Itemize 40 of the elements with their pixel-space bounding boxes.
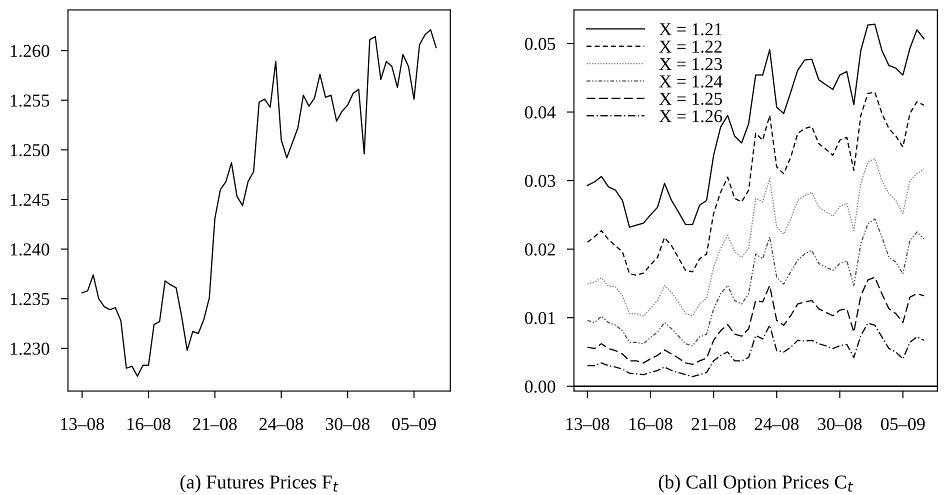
y-tick-label: 1.230 xyxy=(10,342,50,355)
y-tick-label: 1.245 xyxy=(10,194,50,206)
x-tick-label: 13–08 xyxy=(566,418,610,430)
x-tick-label: 30–08 xyxy=(818,418,862,430)
line-series xyxy=(586,92,925,276)
legend-label: X = 1.22 xyxy=(659,40,722,53)
x-tick-label: 30–08 xyxy=(326,418,370,430)
y-tick-label: 0.00 xyxy=(524,380,556,393)
y-tick-label: 1.255 xyxy=(10,94,50,107)
line-series xyxy=(82,29,437,377)
line-series xyxy=(586,158,925,317)
y-tick-label: 0.05 xyxy=(524,38,556,50)
legend-label: X = 1.24 xyxy=(659,75,722,88)
y-tick-label: 0.03 xyxy=(524,174,556,188)
line-series xyxy=(586,218,925,346)
y-tick-label: 1.235 xyxy=(10,293,50,306)
line-series xyxy=(586,24,925,228)
y-tick-label: 1.250 xyxy=(10,144,50,156)
line-series xyxy=(586,322,925,378)
y-tick-label: 0.04 xyxy=(524,106,556,119)
line-series xyxy=(586,276,925,365)
legend-label: X = 1.26 xyxy=(659,110,722,122)
x-tick-label: 24–08 xyxy=(259,418,304,430)
x-tick-label: 21–08 xyxy=(193,418,237,430)
legend-label: X = 1.21 xyxy=(659,23,722,36)
text: (a) Futures Prices F$_{t}$ xyxy=(180,474,338,493)
x-tick-label: 05–09 xyxy=(881,418,925,430)
y-tick-label: 1.240 xyxy=(10,243,50,256)
x-tick-label: 13–08 xyxy=(61,418,104,430)
text: (b) Call Option Prices C$_{t}$ xyxy=(658,474,854,493)
legend-label: X = 1.25 xyxy=(659,92,722,105)
x-tick-label: 05–09 xyxy=(392,418,436,430)
y-tick-label: 0.01 xyxy=(524,312,555,324)
x-tick-label: 16–08 xyxy=(630,418,672,430)
y-tick-label: 1.260 xyxy=(10,44,50,58)
x-tick-label: 21–08 xyxy=(692,418,736,430)
x-tick-label: 16–08 xyxy=(128,418,170,430)
legend-label: X = 1.23 xyxy=(659,58,722,70)
y-tick-label: 0.02 xyxy=(524,243,555,256)
x-tick-label: 24–08 xyxy=(754,418,799,430)
